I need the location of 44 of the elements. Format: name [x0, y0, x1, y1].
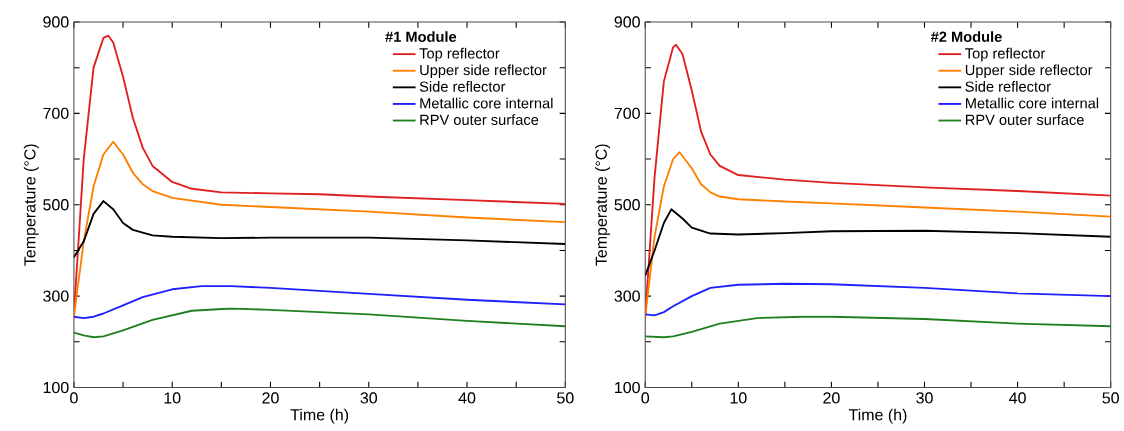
- y-tick-label: 300: [614, 290, 640, 302]
- legend-label: RPV outer surface: [420, 114, 539, 125]
- legend-label: Top reflector: [965, 47, 1046, 62]
- y-tick-label: 700: [43, 107, 69, 119]
- x-axis-title: Time (h): [848, 408, 907, 424]
- y-tick-label: 700: [614, 107, 640, 119]
- y-tick-label: 900: [614, 16, 640, 28]
- x-tick-label: 20: [823, 392, 840, 404]
- x-tick-label: 0: [641, 392, 650, 404]
- y-tick-label: 100: [615, 381, 640, 393]
- y-tick-label: 900: [43, 16, 69, 28]
- x-tick-label: 20: [262, 392, 279, 404]
- line-series: [645, 208, 1111, 277]
- y-tick-label: 100: [43, 381, 69, 393]
- line-series: [73, 284, 566, 319]
- legend-label: RPV outer surface: [965, 114, 1084, 125]
- line-series: [73, 307, 566, 338]
- legend-title: #2 Module: [930, 30, 1002, 42]
- legend-label: Top reflector: [419, 47, 500, 62]
- legend-label: Side reflector: [965, 80, 1051, 92]
- legend-title: #1 Module: [385, 30, 457, 42]
- y-tick-label: 500: [43, 198, 69, 211]
- x-tick-label: 30: [360, 392, 378, 404]
- x-axis-title: Time (h): [290, 408, 349, 424]
- x-tick-label: 40: [1009, 392, 1026, 404]
- line-series: [645, 315, 1111, 338]
- x-tick-label: 10: [164, 392, 181, 404]
- x-tick-label: 50: [557, 392, 574, 404]
- x-tick-label: 40: [458, 392, 476, 404]
- y-tick-label: 300: [43, 290, 69, 302]
- y-tick-label: 500: [614, 198, 640, 211]
- legend-label: Side reflector: [419, 80, 506, 92]
- x-tick-label: 30: [916, 392, 933, 404]
- legend-label: Upper side reflector: [420, 64, 547, 78]
- x-tick-label: 0: [70, 392, 78, 404]
- line-series: [73, 140, 566, 318]
- y-axis-title: Temperature (°C): [23, 144, 39, 266]
- x-tick-label: 10: [730, 392, 747, 404]
- line-series: [645, 282, 1111, 317]
- legend-label: Metallic core internal: [420, 97, 553, 109]
- y-axis-title: Temperature (°C): [595, 144, 611, 266]
- legend-label: Metallic core internal: [965, 97, 1099, 109]
- legend-label: Upper side reflector: [965, 64, 1093, 78]
- x-tick-label: 50: [1102, 392, 1119, 404]
